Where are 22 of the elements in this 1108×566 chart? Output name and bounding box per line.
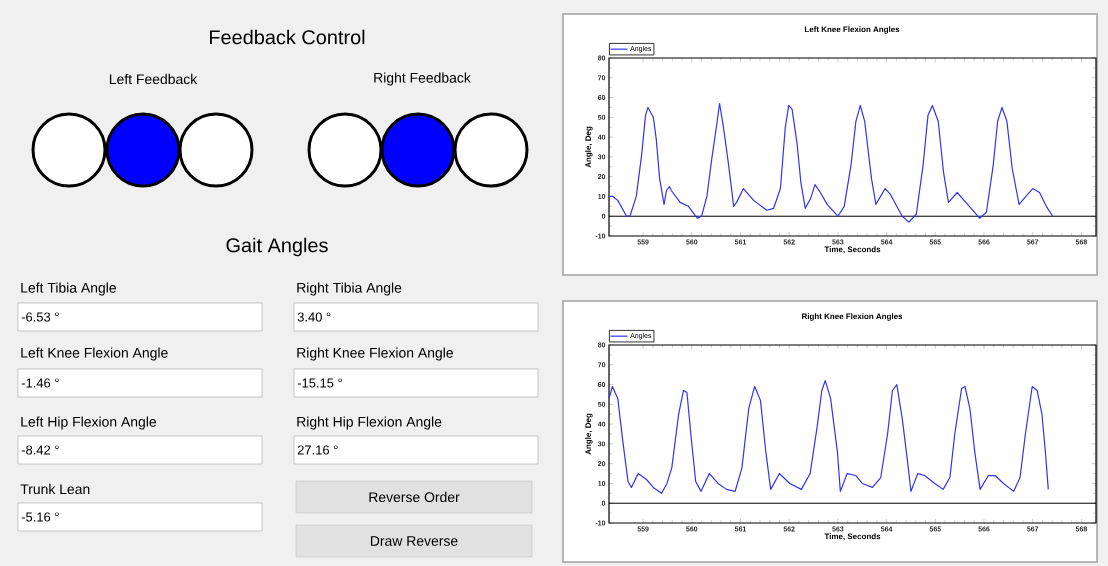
text: Feedback Control bbox=[210, 29, 365, 45]
text: Left Feedback bbox=[109, 73, 198, 85]
text: Left Tibia Angle bbox=[21, 282, 116, 296]
text: 27.16 ° bbox=[297, 445, 338, 455]
text: Reverse Order bbox=[369, 491, 460, 503]
text: Right Tibia Angle bbox=[297, 282, 402, 296]
text: -8.42 ° bbox=[21, 445, 59, 455]
text: -6.53 ° bbox=[21, 312, 59, 322]
text: Left Hip Flexion Angle bbox=[21, 416, 157, 430]
text: 3.40 ° bbox=[297, 312, 331, 322]
text: -15.15 ° bbox=[297, 378, 342, 388]
text: Draw Reverse bbox=[370, 536, 458, 546]
text: Gait Angles bbox=[226, 237, 328, 257]
text: -5.16 ° bbox=[21, 512, 59, 522]
text: Right Knee Flexion Angle bbox=[297, 347, 453, 361]
line-series bbox=[609, 102, 1054, 223]
line-series bbox=[609, 380, 1049, 494]
text: -1.46 ° bbox=[21, 378, 59, 388]
text: Trunk Lean bbox=[20, 483, 90, 495]
text: Right Hip Flexion Angle bbox=[297, 416, 442, 430]
text: Right Feedback bbox=[374, 72, 471, 86]
text: Left Knee Flexion Angle bbox=[21, 347, 168, 361]
